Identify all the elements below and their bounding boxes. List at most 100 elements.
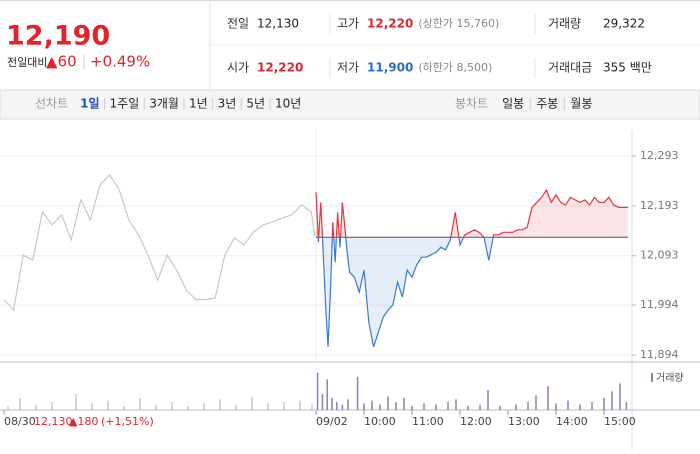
volume-bar <box>107 400 109 410</box>
info-table: 전일 12,130 고가 12,220 (상한가 15,760) 거래량 29,322 시가 1… <box>227 17 652 75</box>
volume-bar <box>347 399 349 410</box>
volume-bar <box>35 404 37 410</box>
chart: 12,293 12,193 12,093 11,994 11,894 08/30 09/02… <box>0 149 684 428</box>
legend-label: 거래량 <box>656 372 684 384</box>
volume-bar <box>467 406 469 410</box>
price-line <box>315 188 628 348</box>
volume-bar <box>331 398 333 410</box>
info-label: 고가 <box>337 17 359 31</box>
y-tick-label: 11,994 <box>640 298 679 311</box>
volume-bar <box>395 402 397 410</box>
period-tab[interactable]: 1일 <box>80 97 99 111</box>
volume-bar <box>411 406 413 410</box>
info-note: (하한가 8,500) <box>418 60 492 74</box>
candle-tab[interactable]: 주봉 <box>536 97 558 111</box>
volume-bar <box>203 403 205 410</box>
volume-bar <box>547 386 549 410</box>
volume-bar <box>235 404 237 410</box>
volume-bar <box>379 404 381 410</box>
info-value: 355 백만 <box>603 61 652 75</box>
x-tick-label: 08/30 <box>4 415 36 428</box>
volume-bar <box>75 394 77 410</box>
volume-bar <box>447 402 449 410</box>
info-label: 거래대금 <box>548 61 592 75</box>
y-tick-label: 11,894 <box>640 348 679 361</box>
volume-bar <box>555 403 557 410</box>
volume-bar <box>321 394 324 410</box>
volume-bar <box>51 402 53 410</box>
x-tick-label: 11:00 <box>412 415 444 428</box>
volume-bar <box>535 395 537 410</box>
tabs: 선차트 1일 1주일 3개월 1년 3년 5년 10년 봉차트 일봉 주봉 월봉 <box>35 97 592 111</box>
volume-bar <box>619 383 621 410</box>
change-label: 전일대비 <box>7 55 47 69</box>
change-rate: +0.49% <box>90 53 150 71</box>
x-tick-label: 10:00 <box>364 415 396 428</box>
volume-bar <box>363 403 365 410</box>
volume-bar <box>387 396 389 410</box>
volume-bar <box>515 404 517 410</box>
x-tick-label: 09/02 <box>316 415 348 428</box>
period-tab[interactable]: 10년 <box>275 97 301 111</box>
volume-bar <box>311 404 313 410</box>
volume-bar <box>591 402 593 410</box>
info-label: 거래량 <box>548 17 581 31</box>
x-tick-label: 13:00 <box>508 415 540 428</box>
volume-bar <box>139 398 141 410</box>
info-value: 12,220 <box>367 17 413 31</box>
info-label: 저가 <box>337 61 359 75</box>
volume-bar <box>567 400 569 410</box>
volume-bar <box>611 391 613 410</box>
x-tick-label: 14:00 <box>556 415 588 428</box>
legend-swatch <box>651 373 653 382</box>
y-tick-label: 12,193 <box>640 199 679 212</box>
volume-bar <box>7 406 9 410</box>
change: ▲60 <box>46 53 77 71</box>
volume-bar <box>299 400 301 410</box>
info-value: 12,220 <box>257 61 303 75</box>
volume-bar <box>625 402 628 410</box>
volume-bar <box>187 406 189 410</box>
volume-bar <box>326 379 328 410</box>
period-tab[interactable]: 3년 <box>218 97 237 111</box>
volume-bar <box>371 400 373 410</box>
volume-bar <box>603 398 605 410</box>
volume-bar <box>403 398 405 410</box>
volume-bar <box>479 404 481 410</box>
info-note: (상한가 15,760) <box>418 17 499 30</box>
period-tab[interactable]: 1년 <box>189 97 208 111</box>
annotation-rate: (+1,51%) <box>101 415 154 428</box>
price-line <box>3 173 316 312</box>
volume-bar <box>251 396 253 410</box>
x-tick-label: 12:00 <box>460 415 492 428</box>
period-tab[interactable]: 3개월 <box>149 97 179 111</box>
volume-bar <box>19 398 21 410</box>
y-tick-label: 12,093 <box>640 249 679 262</box>
volume-bar <box>336 402 338 410</box>
volume-bar <box>435 404 437 410</box>
tab-bar <box>0 89 700 120</box>
candle-tab[interactable]: 일봉 <box>502 97 524 111</box>
tab-group-label: 봉차트 <box>455 97 488 111</box>
volume-bar <box>487 390 489 410</box>
current-price: 12,190 <box>6 21 110 52</box>
volume-bar <box>171 402 173 410</box>
candle-tab[interactable]: 월봉 <box>570 97 592 111</box>
volume-bar <box>316 372 319 410</box>
annotation-price: 12,130 <box>34 415 73 428</box>
info-value: 11,900 <box>367 61 413 75</box>
volume-bar <box>155 404 157 410</box>
volume-bar <box>267 403 269 410</box>
volume-bar <box>356 376 359 410</box>
price-area <box>316 189 628 347</box>
volume-bar <box>283 402 285 410</box>
annotation-change: ▲180 <box>69 415 98 428</box>
x-tick-label: 15:00 <box>604 415 636 428</box>
volume-bar <box>499 406 501 410</box>
period-tab[interactable]: 5년 <box>246 97 265 111</box>
volume-bar <box>341 404 344 410</box>
period-tab[interactable]: 1주일 <box>110 97 140 111</box>
volume-bar <box>423 403 425 410</box>
